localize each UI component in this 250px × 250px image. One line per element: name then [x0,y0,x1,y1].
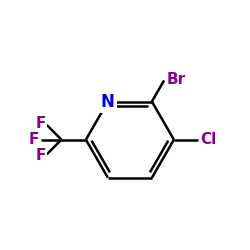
Text: F: F [29,132,40,147]
Text: N: N [101,92,115,110]
Text: Cl: Cl [200,132,216,147]
Text: Br: Br [166,72,186,87]
Text: F: F [35,148,46,163]
Text: F: F [35,116,46,131]
